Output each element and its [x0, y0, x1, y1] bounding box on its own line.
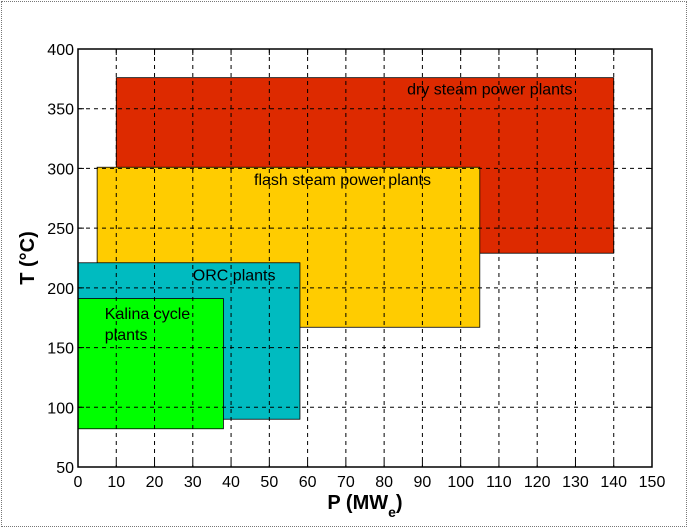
x-tick-label: 50: [260, 474, 278, 491]
region-label: flash steam power plants: [254, 172, 431, 189]
x-tick-label: 20: [146, 474, 164, 491]
region-labels: dry steam power plants flash steam power …: [105, 81, 573, 344]
x-tick-label: 70: [337, 474, 355, 491]
x-tick-label: 130: [562, 474, 589, 491]
y-tick-label: 250: [47, 221, 74, 238]
y-tick-labels: 50 100 150 200 250 300 350 400: [47, 42, 74, 477]
y-tick-label: 300: [47, 161, 74, 178]
x-tick-label: 40: [222, 474, 240, 491]
x-tick-label: 120: [524, 474, 551, 491]
y-tick-label: 100: [47, 400, 74, 417]
x-tick-label: 0: [74, 474, 83, 491]
region-label: Kalina cycle: [105, 306, 190, 323]
x-tick-label: 80: [375, 474, 393, 491]
x-tick-label: 90: [414, 474, 432, 491]
region-label: ORC plants: [193, 268, 276, 285]
x-tick-label: 60: [299, 474, 317, 491]
y-tick-label: 150: [47, 341, 74, 358]
x-axis-label: P (MWe): [327, 492, 402, 520]
y-tick-label: 200: [47, 281, 74, 298]
plot-border: [77, 48, 653, 468]
x-tick-labels: 0 10 20 30 40 50 60 70 80 90 100 110 120 130 140 150: [74, 474, 666, 491]
region-label: plants: [105, 327, 148, 344]
y-tick-label: 400: [47, 42, 74, 59]
region-label: dry steam power plants: [407, 81, 572, 98]
grid-lines: [78, 49, 652, 467]
x-tick-label: 110: [486, 474, 512, 491]
y-tick-label: 50: [56, 460, 74, 477]
y-tick-label: 350: [47, 102, 74, 119]
x-tick-label: 150: [639, 474, 666, 491]
tick-marks: [77, 48, 653, 468]
x-tick-label: 140: [600, 474, 627, 491]
regions: [77, 77, 615, 430]
x-tick-label: 10: [107, 474, 125, 491]
x-tick-label: 30: [184, 474, 202, 491]
y-axis-label: T (°C): [17, 231, 39, 285]
x-tick-label: 100: [447, 474, 474, 491]
